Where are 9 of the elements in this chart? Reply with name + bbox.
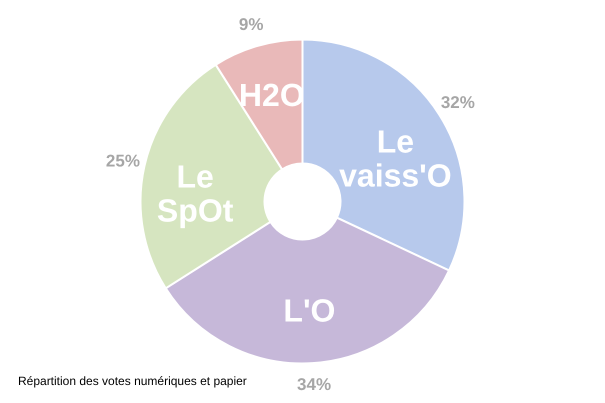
data-label: 9% — [238, 14, 264, 34]
slice-label: Le SpOt — [156, 158, 234, 229]
slice-label: L'O — [283, 292, 336, 328]
data-label: 25% — [106, 151, 140, 170]
text: Répartition des votes numériques et papier — [18, 374, 247, 388]
data-label: 34% — [297, 375, 332, 394]
data-label: 32% — [440, 92, 475, 112]
slice-label: Le vaiss'O — [339, 124, 452, 194]
slice-label: H2O — [238, 76, 305, 113]
